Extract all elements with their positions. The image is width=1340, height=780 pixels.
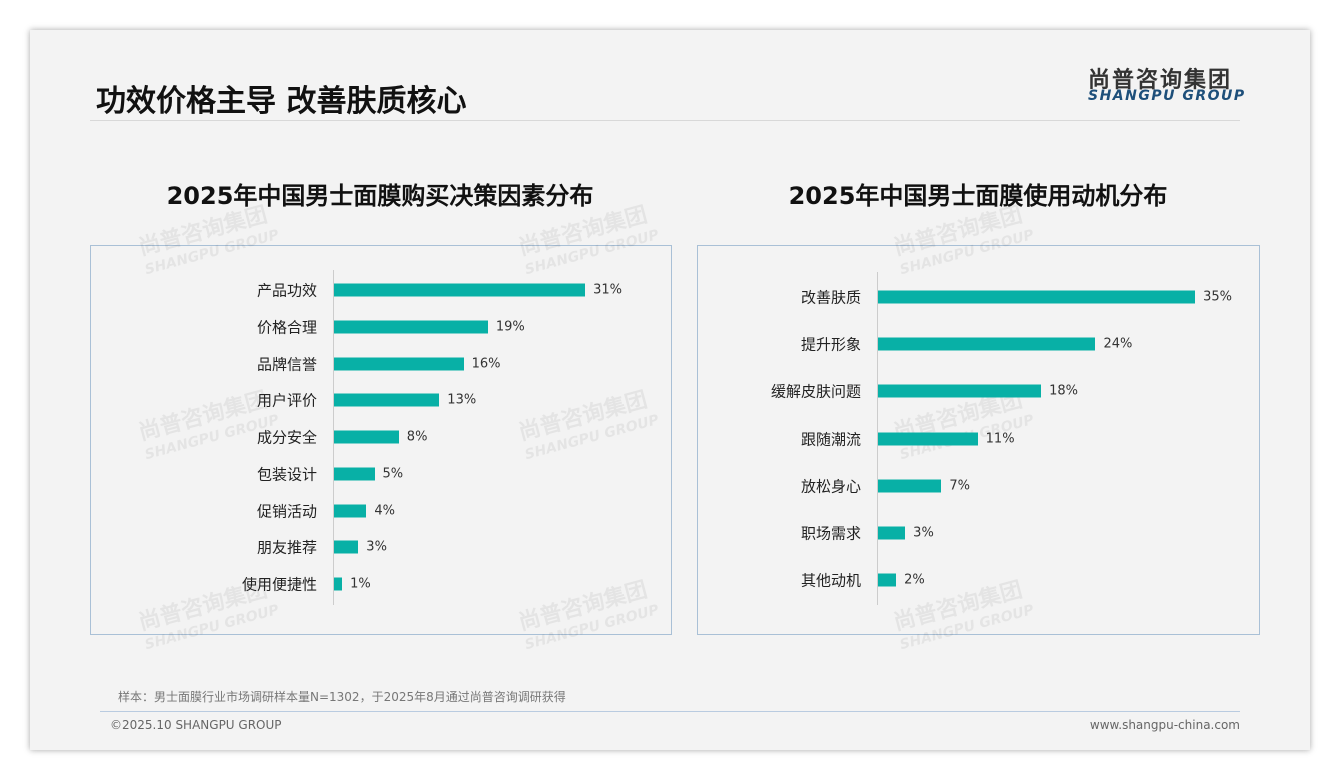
category-label: 职场需求 xyxy=(800,524,861,543)
data-label: 35% xyxy=(1203,289,1232,305)
bar xyxy=(878,526,906,540)
category-label: 用户评价 xyxy=(256,391,317,410)
bar xyxy=(334,467,375,481)
data-label: 4% xyxy=(374,503,396,518)
data-label: 2% xyxy=(904,572,925,588)
logo-en: SHANGPU GROUP xyxy=(1088,88,1246,104)
category-label: 成分安全 xyxy=(256,428,317,447)
category-label: 朋友推荐 xyxy=(256,538,317,557)
category-label: 包装设计 xyxy=(256,465,317,484)
copyright: ©2025.10 SHANGPU GROUP xyxy=(110,718,282,732)
chart-title-right: 2025年中国男士面膜使用动机分布 xyxy=(788,182,1168,210)
category-label: 放松身心 xyxy=(800,477,861,496)
category-label: 品牌信誉 xyxy=(256,355,317,373)
category-label: 跟随潮流 xyxy=(800,430,861,449)
bar xyxy=(878,432,978,446)
bar xyxy=(878,573,897,587)
bar xyxy=(334,577,343,591)
category-label: 促销活动 xyxy=(256,502,317,520)
website: www.shangpu-china.com xyxy=(1089,718,1240,732)
category-label: 缓解皮肤问题 xyxy=(770,382,861,401)
header-divider xyxy=(90,120,1240,121)
category-label: 价格合理 xyxy=(256,318,317,337)
slide: 功效价格主导 改善肤质核心 尚普咨询集团 SHANGPU GROUP 2025年… xyxy=(30,30,1310,750)
chart-panel-left xyxy=(90,245,672,635)
page-title: 功效价格主导 改善肤质核心 xyxy=(96,84,467,119)
y-axis-line xyxy=(877,272,878,605)
bar xyxy=(334,393,440,407)
data-label: 1% xyxy=(350,576,371,592)
data-label: 31% xyxy=(593,282,622,298)
bar xyxy=(878,337,1096,351)
category-label: 提升形象 xyxy=(800,335,861,354)
data-label: 11% xyxy=(985,431,1015,447)
footer-divider xyxy=(100,711,1240,712)
data-label: 8% xyxy=(406,429,428,445)
bar xyxy=(334,540,359,554)
bar xyxy=(334,357,464,370)
logo-cn: 尚普咨询集团 xyxy=(1088,68,1233,93)
bar xyxy=(878,479,942,493)
data-label: 18% xyxy=(1049,383,1078,399)
bar xyxy=(334,320,488,334)
category-label: 使用便捷性 xyxy=(241,575,317,594)
data-label: 7% xyxy=(949,478,971,494)
data-label: 13% xyxy=(447,392,477,408)
bar xyxy=(334,430,399,444)
category-label: 改善肤质 xyxy=(800,288,861,307)
data-label: 19% xyxy=(495,319,525,335)
chart-title-left: 2025年中国男士面膜购买决策因素分布 xyxy=(166,182,594,210)
chart-panel-right xyxy=(697,245,1260,635)
data-label: 3% xyxy=(366,539,387,555)
category-label: 产品功效 xyxy=(256,281,317,300)
data-label: 3% xyxy=(913,525,934,541)
category-label: 其他动机 xyxy=(800,571,861,590)
data-label: 16% xyxy=(471,356,501,371)
bar xyxy=(334,283,586,297)
bar xyxy=(878,290,1196,304)
data-label: 24% xyxy=(1103,336,1133,352)
sample-note: 样本：男士面膜行业市场调研样本量N=1302，于2025年8月通过尚普咨询调研获… xyxy=(118,690,566,704)
bar xyxy=(334,504,367,517)
data-label: 5% xyxy=(382,466,404,482)
y-axis-line xyxy=(333,270,334,605)
bar xyxy=(878,384,1042,398)
